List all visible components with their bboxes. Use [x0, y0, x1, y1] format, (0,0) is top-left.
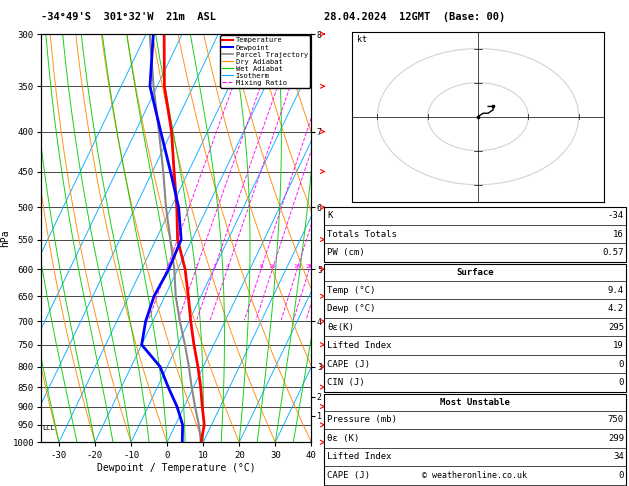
Text: Most Unstable: Most Unstable	[440, 398, 510, 407]
Text: 0.57: 0.57	[603, 248, 624, 257]
Text: Lifted Index: Lifted Index	[327, 452, 392, 461]
Text: 16: 16	[294, 264, 301, 269]
Text: CAPE (J): CAPE (J)	[327, 360, 370, 368]
Text: PW (cm): PW (cm)	[327, 248, 365, 257]
Text: 4: 4	[226, 264, 230, 269]
Text: Pressure (mb): Pressure (mb)	[327, 416, 397, 424]
Text: Dewp (°C): Dewp (°C)	[327, 304, 376, 313]
Text: 16: 16	[613, 230, 624, 239]
Text: 0: 0	[618, 360, 624, 368]
Text: 295: 295	[608, 323, 624, 331]
Text: 10: 10	[269, 264, 276, 269]
Text: 3: 3	[212, 264, 216, 269]
Y-axis label: hPa: hPa	[0, 229, 9, 247]
Text: θε (K): θε (K)	[327, 434, 359, 443]
Text: θε(K): θε(K)	[327, 323, 354, 331]
Text: 299: 299	[608, 434, 624, 443]
X-axis label: Dewpoint / Temperature (°C): Dewpoint / Temperature (°C)	[97, 463, 255, 473]
Text: 34: 34	[613, 452, 624, 461]
Text: 20: 20	[306, 264, 313, 269]
Text: -34: -34	[608, 211, 624, 220]
Text: -34°49'S  301°32'W  21m  ASL: -34°49'S 301°32'W 21m ASL	[41, 12, 216, 22]
Text: Lifted Index: Lifted Index	[327, 341, 392, 350]
Text: 28.04.2024  12GMT  (Base: 00): 28.04.2024 12GMT (Base: 00)	[324, 12, 505, 22]
Text: LCL: LCL	[42, 425, 55, 432]
Legend: Temperature, Dewpoint, Parcel Trajectory, Dry Adiabat, Wet Adiabat, Isotherm, Mi: Temperature, Dewpoint, Parcel Trajectory…	[220, 35, 310, 88]
Text: 0: 0	[618, 471, 624, 480]
Text: 8: 8	[259, 264, 263, 269]
Text: Totals Totals: Totals Totals	[327, 230, 397, 239]
Text: Surface: Surface	[456, 268, 494, 277]
Text: 750: 750	[608, 416, 624, 424]
Text: 0: 0	[618, 378, 624, 387]
Text: © weatheronline.co.uk: © weatheronline.co.uk	[423, 471, 527, 480]
Text: Temp (°C): Temp (°C)	[327, 286, 376, 295]
Text: CIN (J): CIN (J)	[327, 378, 365, 387]
Text: K: K	[327, 211, 333, 220]
Text: 1: 1	[165, 264, 169, 269]
Text: kt: kt	[357, 35, 367, 44]
Text: 2: 2	[194, 264, 198, 269]
Text: 19: 19	[613, 341, 624, 350]
Y-axis label: km
ASL: km ASL	[325, 231, 344, 245]
Text: CAPE (J): CAPE (J)	[327, 471, 370, 480]
Text: 4.2: 4.2	[608, 304, 624, 313]
Text: 9.4: 9.4	[608, 286, 624, 295]
